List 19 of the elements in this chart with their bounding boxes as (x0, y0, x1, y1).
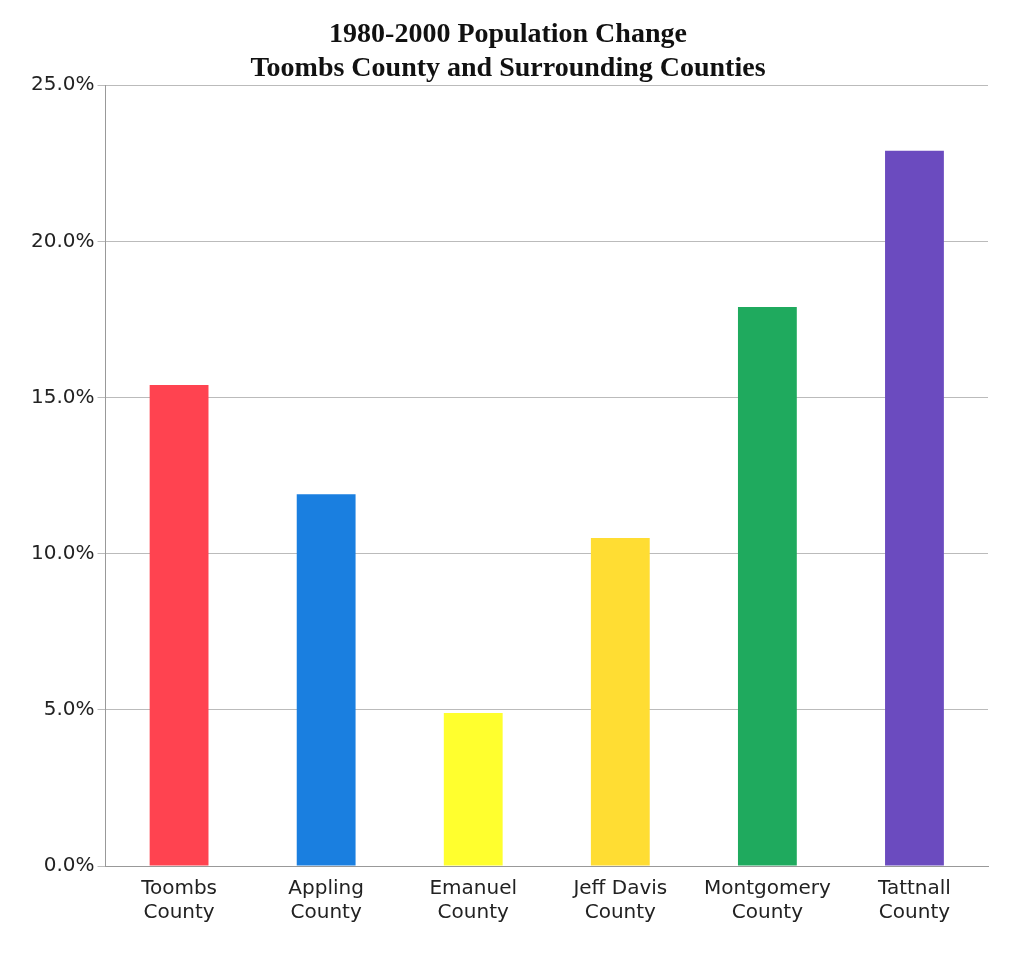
y-tick-label: 5.0% (43, 696, 95, 721)
y-tick-label: 0.0% (43, 852, 95, 877)
bar (296, 494, 356, 866)
x-tick-label: Montgomery County (703, 875, 831, 924)
bar (885, 150, 944, 866)
x-tick-label: Emanuel County (429, 875, 518, 924)
x-tick-label: Tattnall County (877, 875, 951, 924)
y-tick-label: 15.0% (30, 383, 95, 408)
chart-title: 1980-2000 Population Change Toombs County and Surrounding Counties (250, 17, 766, 82)
bar (737, 306, 797, 866)
x-tick-label: Jeff Davis County (571, 875, 668, 924)
y-tick-label: 10.0% (30, 539, 95, 564)
x-tick-label: Toombs County (140, 875, 218, 924)
bar (149, 385, 209, 866)
bar (590, 538, 650, 866)
x-tick-label: Appling County (288, 875, 364, 924)
y-tick-label: 25.0% (30, 71, 95, 96)
bar (443, 712, 503, 866)
y-tick-label: 20.0% (30, 227, 95, 252)
